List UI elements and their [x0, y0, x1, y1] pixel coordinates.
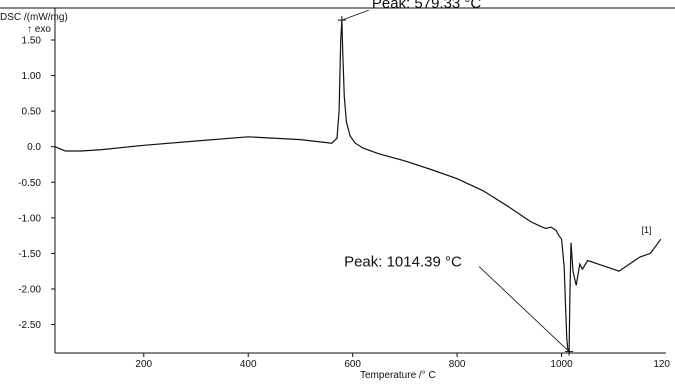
y-tick-label: -2.50	[18, 320, 41, 331]
x-tick-label: 200	[135, 359, 152, 370]
x-tick-label: 120	[653, 359, 670, 370]
peak-leader-line	[341, 9, 370, 21]
dsc-curve	[54, 20, 662, 354]
y-axis-sublabel: ↑ exo	[27, 24, 51, 35]
peak-leader-line	[478, 266, 570, 352]
y-tick-label: -2.00	[18, 284, 41, 295]
x-axis-label: Temperature /° C	[360, 370, 436, 381]
x-tick-label: 600	[344, 359, 361, 370]
x-tick-label: 800	[449, 359, 466, 370]
y-tick-label: 1.50	[22, 36, 42, 47]
y-tick-label: -1.50	[18, 249, 41, 260]
x-tick-label: 1000	[550, 359, 573, 370]
peak-label: Peak: 1014.39 °C	[344, 254, 462, 271]
y-tick-label: -1.00	[18, 213, 41, 224]
x-tick-label: 400	[240, 359, 257, 370]
curve-marker-label: [1]	[642, 225, 652, 235]
peak-annotations: Peak: 579.33 °C Peak: 1014.39 °C	[337, 0, 574, 356]
y-ticks: 1.50 1.00 0.50 0.0 -0.50 -1.00 -1.50 -2.00 -2.50	[18, 36, 55, 331]
y-tick-label: -0.50	[18, 178, 41, 189]
y-axis-label: DSC /(mW/mg)	[0, 12, 68, 23]
y-tick-label: 0.50	[22, 107, 42, 118]
y-tick-label: 1.00	[22, 71, 42, 82]
peak-label: Peak: 579.33 °C	[372, 0, 482, 12]
y-tick-label: 0.0	[27, 142, 41, 153]
x-ticks: 200 400 600 800 1000 120	[135, 353, 670, 370]
